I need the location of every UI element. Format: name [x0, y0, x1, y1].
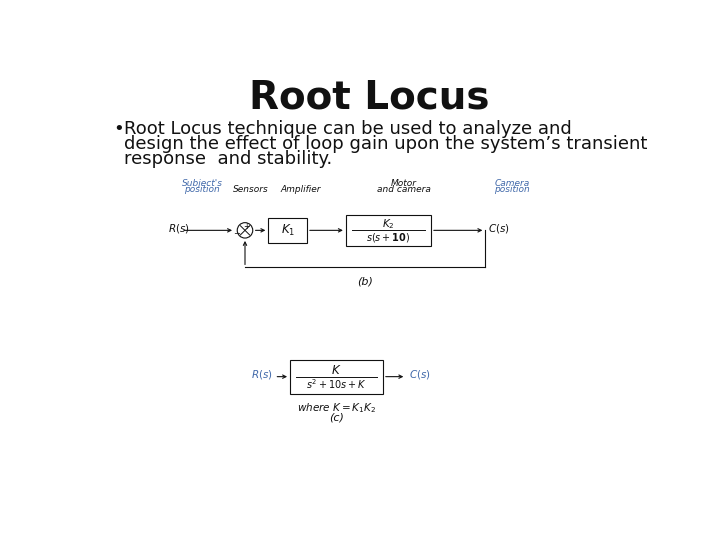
Text: where $K=K_1K_2$: where $K=K_1K_2$	[297, 401, 376, 415]
Text: Sensors: Sensors	[233, 185, 269, 194]
Text: (b): (b)	[357, 276, 373, 287]
Bar	[346, 215, 431, 246]
Text: $s(s+\mathbf{10})$: $s(s+\mathbf{10})$	[366, 231, 410, 244]
Text: $C(s)$: $C(s)$	[487, 221, 509, 234]
Bar	[269, 218, 307, 242]
Text: response  and stability.: response and stability.	[124, 150, 333, 167]
Text: Root Locus technique can be used to analyze and: Root Locus technique can be used to anal…	[124, 120, 572, 138]
Text: position: position	[495, 185, 530, 194]
Text: $K$: $K$	[331, 364, 342, 377]
Text: $K_2$: $K_2$	[382, 217, 395, 231]
Text: Root Locus: Root Locus	[248, 79, 490, 117]
Text: Motor: Motor	[391, 179, 417, 188]
Text: $K_1$: $K_1$	[281, 223, 294, 238]
Text: $R(s)$: $R(s)$	[168, 221, 189, 234]
Text: Camera: Camera	[495, 179, 530, 188]
Text: $R(s)$: $R(s)$	[251, 368, 273, 381]
Text: and camera: and camera	[377, 185, 431, 194]
Bar	[290, 360, 383, 394]
Text: $s^2+10s+K$: $s^2+10s+K$	[306, 377, 366, 392]
Text: position: position	[184, 185, 220, 194]
Text: +: +	[243, 222, 250, 231]
Text: Subject's: Subject's	[182, 179, 223, 188]
Text: $C(s)$: $C(s)$	[409, 368, 431, 381]
Text: design the effect of loop gain upon the system’s transient: design the effect of loop gain upon the …	[124, 135, 647, 153]
Text: Amplifier: Amplifier	[281, 185, 321, 194]
Text: −: −	[233, 229, 240, 238]
Text: •: •	[113, 120, 124, 138]
Text: (c): (c)	[329, 412, 344, 422]
